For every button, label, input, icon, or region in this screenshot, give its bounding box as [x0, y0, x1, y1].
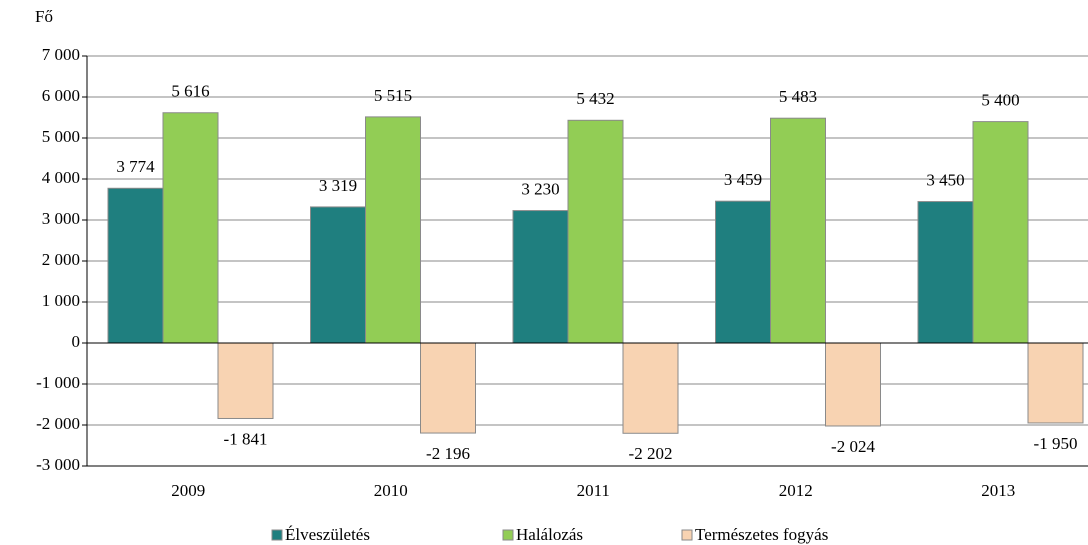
bar	[715, 200, 771, 344]
x-tick-label: 2009	[171, 481, 205, 500]
data-label: 5 515	[374, 86, 412, 105]
data-label: -2 024	[831, 437, 875, 456]
x-tick-label: 2010	[374, 481, 408, 500]
y-tick-label: 1 000	[42, 291, 80, 310]
data-label: 3 450	[926, 170, 964, 189]
bar	[825, 342, 881, 427]
data-label: -2 196	[426, 444, 470, 463]
bar	[972, 121, 1029, 344]
x-tick-label: 2012	[779, 481, 813, 500]
x-tick-label: 2013	[981, 481, 1015, 500]
legend-swatch	[502, 529, 514, 541]
legend-label: Élveszületés	[285, 525, 370, 544]
y-tick-label: 5 000	[42, 127, 80, 146]
bar	[365, 116, 421, 344]
data-label: -2 202	[629, 444, 673, 463]
y-tick-label: 7 000	[42, 45, 80, 64]
bar	[917, 201, 974, 344]
data-label: 5 483	[779, 87, 817, 106]
x-tick-label: 2011	[577, 481, 610, 500]
bar	[107, 187, 164, 344]
data-label: -1 841	[224, 429, 268, 448]
bar	[622, 342, 679, 434]
legend-swatch	[271, 529, 283, 541]
y-tick-label: -1 000	[36, 373, 80, 392]
y-tick-label: 3 000	[42, 209, 80, 228]
bar	[420, 342, 476, 434]
y-tick-label: 2 000	[42, 250, 80, 269]
bar	[217, 342, 274, 419]
bar	[1027, 342, 1084, 424]
y-tick-label: -2 000	[36, 414, 80, 433]
data-label: -1 950	[1034, 434, 1078, 453]
data-label: 5 616	[171, 82, 209, 101]
data-label: 3 230	[521, 179, 559, 198]
y-axis-label: Fő	[35, 7, 53, 26]
bar	[567, 119, 624, 344]
data-label: 3 319	[319, 176, 357, 195]
bar	[162, 112, 219, 344]
y-tick-label: 6 000	[42, 86, 80, 105]
data-label: 5 400	[981, 91, 1019, 110]
legend-label: Természetes fogyás	[695, 525, 828, 544]
data-label: 3 774	[116, 157, 155, 176]
bar	[770, 117, 826, 344]
bar	[512, 210, 569, 344]
data-label: 3 459	[724, 170, 762, 189]
data-label: 5 432	[576, 89, 614, 108]
y-tick-label: 4 000	[42, 168, 80, 187]
y-tick-label: -3 000	[36, 455, 80, 474]
legend-swatch	[681, 529, 693, 541]
y-tick-label: 0	[72, 332, 81, 351]
bar	[310, 206, 366, 344]
legend-label: Halálozás	[516, 525, 583, 544]
